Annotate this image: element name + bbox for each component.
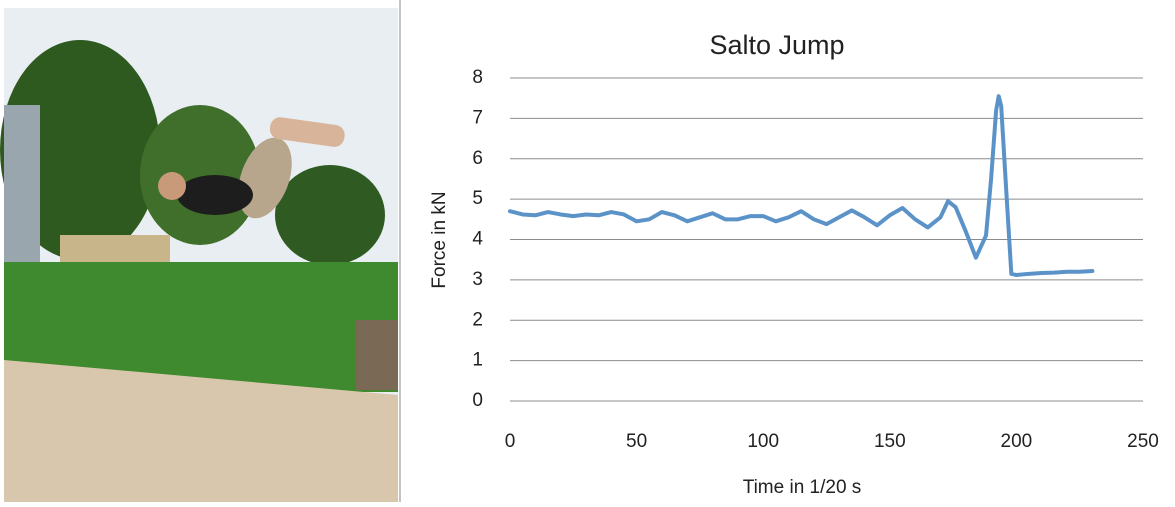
x-axis-title: Time in 1/20 s [743,477,862,498]
x-tick-label: 100 [747,431,779,452]
data-line [510,96,1092,275]
y-tick-label: 5 [472,188,483,209]
building [4,105,40,275]
tree [275,165,385,265]
person-head [158,172,186,200]
chart-title: Salto Jump [709,30,844,60]
y-tick-label: 7 [472,107,483,128]
y-tick-label: 1 [472,350,483,371]
x-tick-label: 50 [626,431,647,452]
x-tick-label: 250 [1127,431,1159,452]
y-tick-label: 6 [472,148,483,169]
photo [0,8,398,502]
person-body [177,175,253,215]
y-tick-label: 4 [472,229,483,250]
figure: Salto Jump Time in 1/20 s Force in kN 0 1… [0,0,1175,502]
y-tick-label: 2 [472,309,483,330]
building [60,235,170,263]
x-tick-label: 200 [1001,431,1033,452]
y-axis-title: Force in kN [429,191,450,288]
x-tick-label: 150 [874,431,906,452]
page: Salto Jump Time in 1/20 s Force in kN 0 1… [0,0,1175,502]
post [356,320,398,390]
y-tick-label: 3 [472,269,483,290]
y-tick-label: 0 [472,390,483,411]
y-tick-label: 8 [472,67,483,88]
x-tick-label: 0 [505,431,516,452]
